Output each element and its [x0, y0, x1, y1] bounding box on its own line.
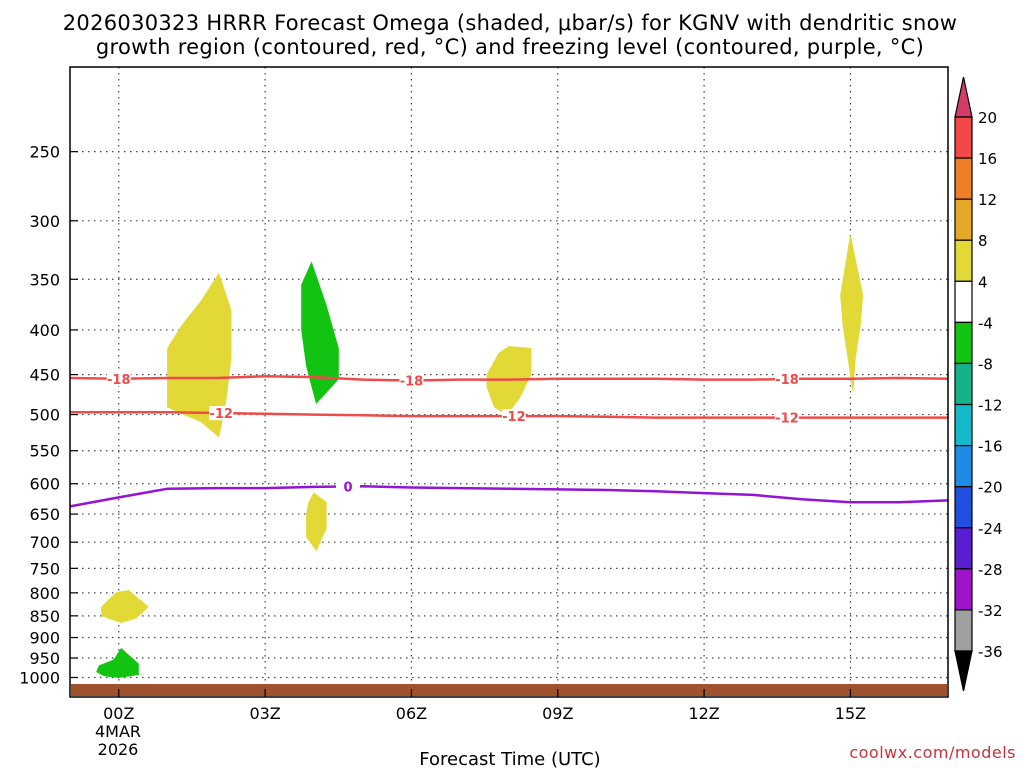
contour-label-bg--18-0: [106, 371, 131, 386]
y-tick-label-450: 450: [29, 366, 60, 385]
chart-title-line-2: growth region (contoured, red, °C) and f…: [96, 35, 924, 59]
colorbar-label-9: -20: [978, 479, 1003, 497]
x-tick-label-03Z: 03Z: [249, 704, 280, 723]
chart-title-line-1: 2026030323 HRRR Forecast Omega (shaded, …: [63, 11, 957, 35]
omega-shaded-regions: [96, 235, 864, 679]
contour-lines: -18 -18 -18 -12 -12 -12 0: [69, 371, 949, 508]
contour-line--18-1: [69, 375, 949, 382]
plot-frame: [69, 66, 949, 698]
colorbar-box-13: [954, 609, 973, 652]
colorbar-label-2: 12: [978, 191, 997, 209]
colorbar-box-10: [954, 486, 973, 529]
colorbar-label-8: -16: [978, 438, 1003, 456]
y-tick-label-750: 750: [29, 559, 60, 578]
contour-label--12-0: -12: [209, 407, 233, 422]
colorbar-label-1: 16: [978, 150, 997, 168]
contour-label--18-2: -18: [775, 373, 799, 388]
y-tick-label-400: 400: [29, 321, 60, 340]
colorbar-top-arrow: [954, 76, 973, 118]
y-tick-label-700: 700: [29, 533, 60, 552]
colorbar-box-4: [954, 239, 973, 282]
ground-surface-band: [71, 684, 947, 696]
colorbar-label-5: -4: [978, 314, 993, 332]
x-tick-label-00Z: 00Z: [103, 704, 134, 723]
colorbar-box-12: [954, 568, 973, 611]
colorbar-box-11: [954, 527, 973, 570]
contour-label-bg--12-2: [775, 410, 800, 425]
x-tick-label-06Z: 06Z: [396, 704, 427, 723]
omega-region-1: [167, 272, 232, 438]
y-tick-label-900: 900: [29, 629, 60, 648]
colorbar-label-0: 20: [978, 109, 997, 127]
colorbar-label-13: -36: [978, 643, 1003, 661]
contour-label--12-1: -12: [502, 410, 526, 425]
y-tick-label-500: 500: [29, 406, 60, 425]
omega-colorbar: 20 16 12 8 4 -4 -8 -12 -16 -20 -24 -28 -32 -36: [954, 76, 1003, 692]
colorbar-box-7: [954, 362, 973, 406]
contour-label--18-1: -18: [400, 374, 424, 389]
y-tick-label-850: 850: [29, 607, 60, 626]
colorbar-box-5: [954, 280, 973, 323]
y-tick-label-950: 950: [29, 649, 60, 668]
contour-label-bg--18-2: [775, 372, 800, 387]
x-date-label-day: 4MAR: [95, 722, 141, 741]
colorbar-bottom-arrow: [954, 650, 973, 692]
y-tick-label-550: 550: [29, 442, 60, 461]
contour-label-bg--18-1: [399, 373, 424, 388]
colorbar-label-7: -12: [978, 397, 1003, 415]
omega-region-3: [306, 492, 327, 552]
colorbar-label-3: 8: [978, 232, 988, 250]
contour-label-bg-0-0: [336, 479, 361, 494]
omega-region-2: [301, 261, 339, 405]
omega-region-5: [840, 235, 864, 392]
contour-line-0-3: [69, 484, 949, 508]
x-axis-label: Forecast Time (UTC): [419, 749, 600, 768]
colorbar-box-2: [954, 157, 973, 200]
colorbar-box-3: [954, 198, 973, 241]
colorbar-box-6: [954, 321, 973, 365]
omega-region-7: [96, 647, 139, 679]
contour-label--12-2: -12: [775, 412, 799, 427]
colorbar-box-8: [954, 403, 973, 447]
contour-label-0-0: 0: [344, 480, 353, 495]
y-tick-label-600: 600: [29, 475, 60, 494]
y-tick-label-300: 300: [29, 212, 60, 231]
time-axis: 00Z 03Z 06Z 09Z 12Z 15Z: [103, 689, 866, 723]
y-tick-label-800: 800: [29, 584, 60, 603]
colorbar-label-11: -28: [978, 561, 1003, 579]
x-tick-label-12Z: 12Z: [688, 704, 719, 723]
y-tick-label-350: 350: [29, 270, 60, 289]
omega-region-6: [101, 589, 149, 624]
credit-link[interactable]: coolwx.com/models: [849, 743, 1016, 762]
colorbar-box-9: [954, 445, 973, 488]
contour-label-bg--12-0: [209, 406, 234, 421]
colorbar-label-4: 4: [978, 273, 988, 291]
y-tick-label-1000: 1000: [19, 668, 60, 687]
colorbar-box-1: [954, 116, 973, 159]
x-tick-label-09Z: 09Z: [542, 704, 573, 723]
colorbar-label-12: -32: [978, 602, 1003, 620]
y-tick-label-650: 650: [29, 505, 60, 524]
x-date-label-year: 2026: [98, 740, 139, 759]
colorbar-label-10: -24: [978, 520, 1003, 538]
gridlines: [70, 67, 948, 697]
colorbar-label-6: -8: [978, 355, 993, 373]
plot-area: -18 -18 -18 -12 -12 -12 0: [69, 66, 949, 698]
x-tick-label-15Z: 15Z: [835, 704, 866, 723]
y-tick-label-250: 250: [29, 143, 60, 162]
contour-label--18-0: -18: [107, 373, 131, 388]
contour-label-bg--12-1: [501, 409, 526, 424]
pressure-axis: 250 300 350 400 450 500 550 600 650 700 750 800 850 9…: [19, 143, 78, 687]
